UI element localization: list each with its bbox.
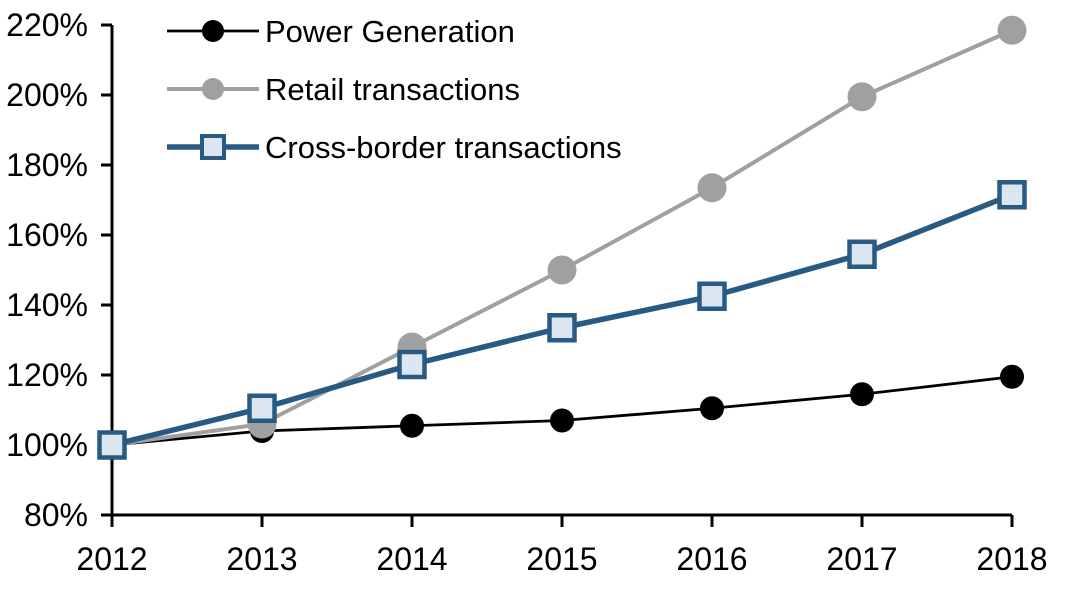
legend-item-power-generation: Power Generation: [167, 2, 622, 60]
data-point: [547, 313, 577, 343]
legend-label-cross-border-transactions: Cross-border transactions: [265, 129, 622, 165]
data-point: [400, 413, 424, 438]
legend-marker-sample: [200, 134, 226, 160]
data-point: [397, 349, 427, 380]
legend-label-retail-transactions: Retail transactions: [265, 71, 521, 107]
data-point: [997, 180, 1027, 210]
x-tick-label: 2018: [976, 541, 1047, 577]
y-tick-label: 220%: [6, 7, 88, 43]
data-point: [547, 255, 577, 285]
y-tick-label: 80%: [24, 497, 88, 533]
y-tick-label: 100%: [6, 427, 88, 463]
y-tick-label: 160%: [6, 217, 88, 253]
x-tick-label: 2014: [376, 541, 447, 577]
data-point: [697, 281, 727, 311]
data-point: [847, 239, 877, 269]
legend-label-power-generation: Power Generation: [265, 13, 515, 49]
retail-transactions-line-marker-swatch: [167, 78, 259, 100]
data-point: [700, 396, 724, 421]
legend: Power Generation Retail transactions Cro…: [167, 2, 622, 176]
legend-marker-sample: [202, 20, 224, 42]
data-point: [997, 15, 1027, 45]
data-point: [550, 408, 574, 433]
power-generation-line-marker-swatch: [167, 20, 259, 42]
axes: 220% 200% 180% 160% 140% 120% 100% 80% 2012 2013 2…: [6, 7, 1047, 577]
y-tick-label: 120%: [6, 357, 88, 393]
y-tick-label: 180%: [6, 147, 88, 183]
x-tick-label: 2012: [76, 541, 147, 577]
data-point: [247, 393, 277, 423]
data-point: [847, 82, 877, 112]
x-tick-label: 2017: [826, 541, 897, 577]
data-point: [850, 382, 874, 407]
x-tick-label: 2015: [526, 541, 597, 577]
data-point: [97, 430, 127, 460]
legend-item-retail-transactions: Retail transactions: [167, 60, 622, 118]
data-point: [697, 173, 727, 203]
series-cross-border-transactions: [97, 180, 1027, 460]
legend-item-cross-border-transactions: Cross-border transactions: [167, 118, 622, 176]
series-power-generation: [100, 364, 1024, 457]
y-tick-label: 200%: [6, 77, 88, 113]
x-tick-label: 2013: [226, 541, 297, 577]
cross-border-transactions-line-marker-swatch: [167, 134, 259, 160]
x-tick-label: 2016: [676, 541, 747, 577]
legend-marker-sample: [202, 78, 224, 100]
data-point: [1000, 364, 1024, 389]
y-tick-label: 140%: [6, 287, 88, 323]
